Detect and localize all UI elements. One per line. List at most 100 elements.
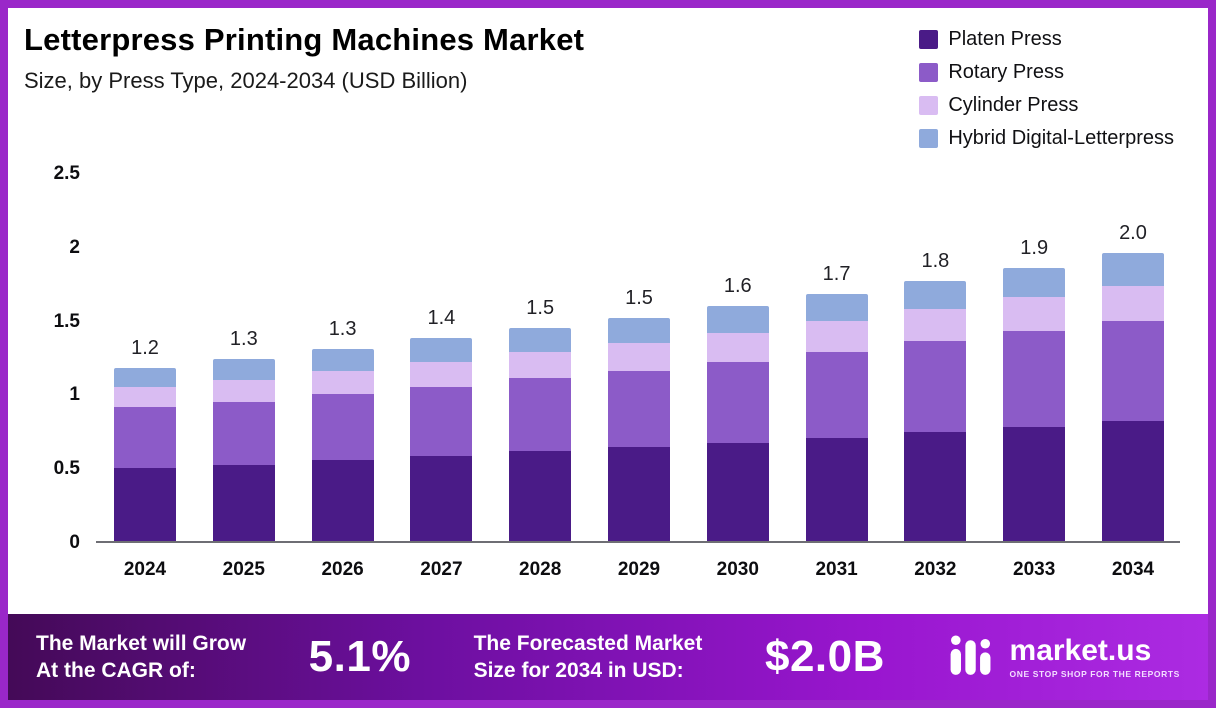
legend-item-platen-press: Platen Press (919, 28, 1174, 51)
forecast-value: $2.0B (764, 632, 885, 681)
bar-column-2028: 1.5 2028 (509, 174, 572, 580)
bar-total-label: 1.4 (427, 307, 456, 330)
segment-hybrid-digital-letterpress (1003, 267, 1066, 298)
bar-column-2032: 1.8 2032 (904, 174, 967, 580)
page-title: Letterpress Printing Machines Market (24, 22, 585, 57)
y-tick-label: 1 (69, 384, 80, 406)
segment-hybrid-digital-letterpress (212, 358, 275, 380)
y-tick-label: 2.5 (53, 163, 80, 184)
legend-item-hybrid-digital-letterpress: Hybrid Digital-Letterpress (919, 127, 1174, 150)
bar-total-label: 1.9 (1020, 236, 1049, 259)
x-axis-label: 2028 (519, 559, 562, 580)
y-tick-label: 1.5 (53, 310, 80, 332)
legend-label: Rotary Press (948, 61, 1064, 83)
bar-stack (114, 367, 176, 541)
segment-cylinder-press (805, 320, 868, 352)
segment-platen-press (1003, 426, 1066, 541)
segment-rotary-press (1101, 320, 1164, 421)
segment-cylinder-press (114, 386, 176, 408)
segment-cylinder-press (509, 351, 572, 379)
bar-total-label: 1.2 (131, 336, 159, 359)
legend-item-cylinder-press: Cylinder Press (919, 94, 1174, 117)
bar-column-2033: 1.9 2033 (1003, 174, 1066, 580)
bar-column-2026: 1.3 2026 (311, 174, 374, 580)
segment-hybrid-digital-letterpress (410, 338, 473, 362)
segment-rotary-press (706, 361, 769, 443)
bar-stack (410, 338, 473, 541)
bar-total-label: 1.6 (723, 275, 752, 298)
bar-total-label: 1.5 (625, 286, 653, 309)
segment-rotary-press (311, 394, 374, 461)
brand-name: market.us (1009, 633, 1152, 667)
bar-column-2025: 1.3 2025 (212, 174, 275, 580)
x-axis-label: 2034 (1111, 559, 1155, 580)
x-axis-label: 2030 (716, 559, 759, 580)
legend-label: Platen Press (948, 28, 1062, 50)
segment-platen-press (114, 467, 176, 541)
legend-swatch-icon (919, 30, 939, 49)
x-axis-label: 2025 (222, 559, 265, 580)
segment-rotary-press (410, 386, 473, 456)
bar-column-2029: 1.5 2029 (607, 174, 670, 580)
cagr-value: 5.1% (308, 632, 411, 681)
segment-rotary-press (607, 370, 670, 448)
y-tick-label: 0 (69, 532, 80, 553)
header: Letterpress Printing Machines Market Siz… (24, 22, 584, 94)
y-axis: 0 0.5 1 1.5 2 2.5 (8, 163, 80, 553)
legend: Platen Press Rotary Press Cylinder Press Hy… (919, 28, 1174, 150)
segment-platen-press (904, 432, 967, 541)
segment-cylinder-press (212, 379, 275, 402)
x-axis-label: 2033 (1013, 559, 1056, 580)
x-axis-label: 2026 (321, 559, 364, 580)
segment-hybrid-digital-letterpress (1101, 253, 1164, 286)
segment-rotary-press (212, 401, 275, 465)
segment-platen-press (805, 438, 868, 541)
bar-total-label: 2.0 (1119, 222, 1147, 245)
bar-column-2024: 1.2 2024 (114, 174, 176, 580)
bar-stack (805, 294, 868, 541)
segment-rotary-press (904, 341, 967, 433)
brand: market.us ONE STOP SHOP FOR THE REPORTS (948, 632, 1180, 683)
legend-swatch-icon (919, 96, 939, 115)
marketus-logo-icon (948, 632, 1000, 683)
segment-platen-press (1101, 420, 1164, 541)
x-axis-label: 2032 (914, 559, 957, 580)
bar-column-2030: 1.6 2030 (706, 174, 769, 580)
bar-column-2031: 1.7 2031 (805, 174, 868, 580)
segment-platen-press (509, 451, 572, 541)
legend-label: Hybrid Digital-Letterpress (948, 127, 1174, 149)
bar-stack (509, 328, 572, 541)
footer-banner: The Market will Grow At the CAGR of: 5.1… (8, 614, 1208, 700)
bar-stack (1003, 267, 1066, 541)
legend-item-rotary-press: Rotary Press (919, 61, 1174, 84)
legend-swatch-icon (919, 129, 939, 148)
forecast-label: The Forecasted Market Size for 2034 in U… (473, 631, 703, 682)
bar-stack (1101, 253, 1164, 541)
segment-cylinder-press (311, 370, 374, 395)
segment-platen-press (706, 442, 769, 541)
segment-rotary-press (114, 407, 176, 468)
segment-cylinder-press (904, 309, 967, 342)
segment-hybrid-digital-letterpress (706, 306, 769, 333)
segment-cylinder-press (607, 342, 670, 371)
bar-total-label: 1.7 (822, 263, 851, 286)
segment-hybrid-digital-letterpress (114, 367, 176, 387)
bar-total-label: 1.5 (526, 297, 555, 320)
stacked-bar-chart: 1.2 2024 1.3 2025 1.3 2026 1.4 2027 1.5 2028 1.5 20… (96, 174, 1180, 580)
bar-stack (904, 281, 967, 541)
bar-stack (607, 317, 670, 541)
bar-total-label: 1.8 (921, 250, 950, 273)
bar-total-label: 1.3 (328, 317, 357, 340)
segment-hybrid-digital-letterpress (607, 317, 670, 343)
segment-rotary-press (805, 351, 868, 439)
bar-column-2034: 2.0 2034 (1101, 174, 1164, 580)
bar-stack (706, 306, 769, 541)
infographic-content: Letterpress Printing Machines Market Siz… (8, 8, 1208, 700)
cagr-label: The Market will Grow At the CAGR of: (36, 631, 247, 682)
segment-hybrid-digital-letterpress (311, 348, 374, 371)
y-tick-label: 0.5 (53, 458, 80, 480)
segment-platen-press (607, 447, 670, 541)
page-subtitle: Size, by Press Type, 2024-2034 (USD Bill… (24, 68, 468, 93)
x-axis-label: 2027 (420, 559, 463, 580)
